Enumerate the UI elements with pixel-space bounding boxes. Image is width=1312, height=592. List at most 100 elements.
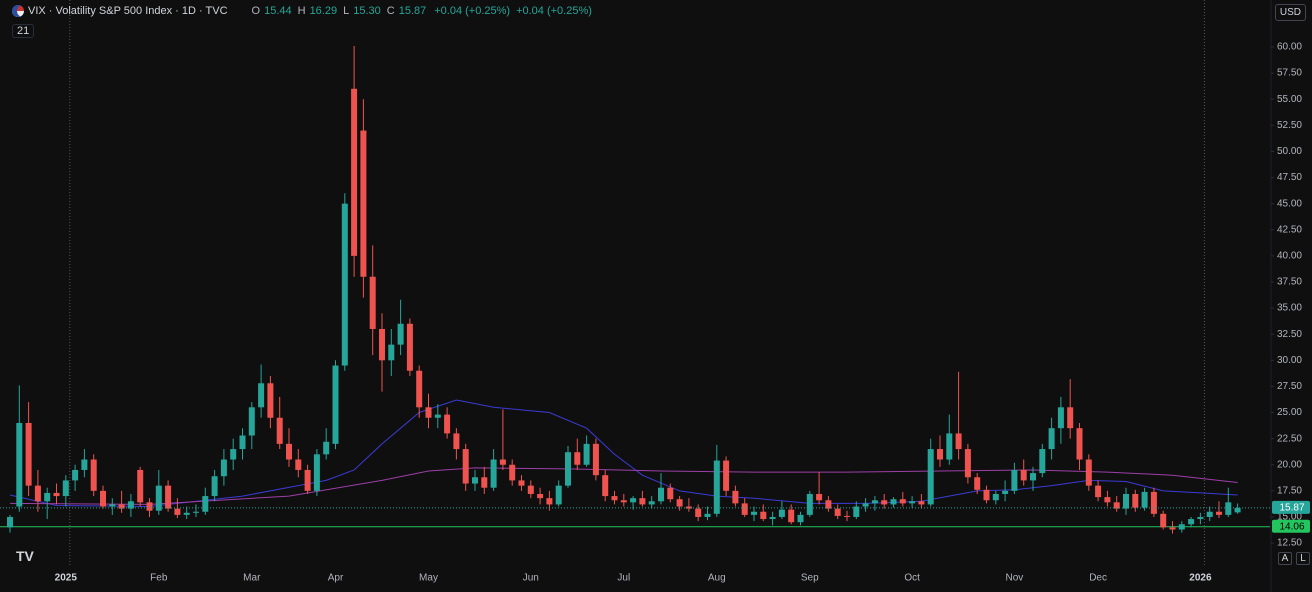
- y-tick-label: 22.50: [1277, 433, 1302, 444]
- y-tick-label: 25.00: [1277, 407, 1302, 418]
- candle-body: [462, 449, 469, 484]
- candle-body: [72, 469, 79, 481]
- candle-body: [62, 480, 69, 497]
- candle-body: [1160, 513, 1167, 528]
- moving-average-line: [9, 399, 1238, 508]
- candle-body: [44, 492, 51, 502]
- candle-body: [1085, 459, 1092, 486]
- candle-body: [555, 485, 562, 505]
- close-value: 15.87: [398, 5, 427, 17]
- candle-body: [881, 500, 888, 505]
- candle-body: [583, 443, 590, 465]
- candle-body: [565, 452, 571, 486]
- candle-body: [1020, 469, 1027, 481]
- candle-body: [90, 459, 97, 491]
- candle-body: [313, 454, 320, 491]
- candle-body: [379, 328, 385, 361]
- candle-body: [220, 459, 227, 477]
- candle-body: [909, 501, 916, 504]
- candle-body: [481, 477, 488, 488]
- candle-body: [1039, 449, 1046, 474]
- y-tick-label: 45.00: [1277, 198, 1302, 209]
- candle-body: [955, 433, 962, 450]
- candle-body: [304, 469, 311, 491]
- candle-body: [155, 485, 162, 511]
- candle-body: [1150, 491, 1157, 514]
- last-price-box: [1272, 500, 1310, 514]
- candle-body: [127, 501, 134, 509]
- candle-body: [732, 490, 739, 504]
- candle-body: [602, 475, 609, 497]
- y-tick-label: 37.50: [1277, 277, 1302, 288]
- y-tick-label: 50.00: [1277, 146, 1302, 157]
- candle-body: [1141, 491, 1148, 508]
- candle-body: [834, 508, 841, 516]
- candle-body: [862, 503, 869, 507]
- candle-body: [146, 502, 153, 511]
- candle-body: [676, 499, 683, 507]
- candle-body: [100, 490, 106, 507]
- logo: TV: [16, 548, 34, 564]
- candle-body: [741, 503, 748, 515]
- indicators-toggle[interactable]: 21: [12, 24, 35, 38]
- auto-scale-button[interactable]: A: [1278, 552, 1292, 565]
- candle-body: [1178, 524, 1185, 530]
- candle-body: [239, 435, 246, 450]
- high-value: 16.29: [309, 5, 338, 17]
- candle-body: [1188, 519, 1195, 525]
- candle-body: [25, 422, 32, 486]
- candle-body: [509, 464, 516, 481]
- candle-body: [490, 459, 497, 488]
- candle-body: [844, 515, 850, 517]
- candle-body: [983, 489, 990, 501]
- candle-body: [323, 441, 330, 455]
- candle-body: [704, 513, 711, 517]
- symbol[interactable]: VIX · Volatility S&P 500 Index · 1D · TV…: [28, 5, 228, 17]
- candle-body: [760, 511, 767, 520]
- candle-body: [388, 344, 395, 361]
- candle-body: [620, 500, 627, 503]
- y-tick-label: 60.00: [1277, 42, 1302, 53]
- candle-body: [434, 414, 441, 418]
- currency-button[interactable]: USD: [1274, 4, 1306, 21]
- candle-body: [890, 499, 897, 505]
- candle-body: [81, 459, 88, 470]
- candle-body: [1234, 507, 1241, 513]
- candle-body: [797, 514, 804, 523]
- x-tick-label: Sep: [801, 573, 819, 584]
- change: +0.04 (+0.25%): [516, 5, 592, 17]
- moving-average-line: [9, 467, 1238, 505]
- candle-body: [444, 414, 451, 434]
- candle-body: [899, 499, 906, 504]
- candle-body: [685, 506, 692, 509]
- candle-body: [267, 383, 274, 418]
- open-key: O: [251, 5, 261, 17]
- candle-body: [1002, 490, 1009, 494]
- flag-icon: [12, 5, 24, 17]
- open-value: 15.44: [264, 5, 292, 17]
- change: +0.04 (+0.25%): [434, 5, 511, 17]
- candle-body: [667, 487, 674, 500]
- candle-body: [1048, 428, 1055, 450]
- candle-body: [713, 460, 720, 514]
- x-tick-label: Dec: [1089, 573, 1107, 584]
- candle-body: [1076, 428, 1083, 460]
- x-tick-label: Aug: [708, 573, 726, 584]
- legend: VIX · Volatility S&P 500 Index · 1D · TV…: [12, 5, 592, 17]
- candle-body: [425, 407, 432, 418]
- candle-body: [853, 506, 860, 517]
- candle-body: [1216, 511, 1222, 515]
- candle-body: [137, 469, 144, 503]
- x-tick-label: 2025: [55, 573, 78, 584]
- y-tick-label: 20.00: [1277, 459, 1302, 470]
- candle-body: [351, 88, 358, 256]
- candle-body: [769, 516, 776, 520]
- x-tick-label: Nov: [1006, 573, 1024, 584]
- candle-body: [286, 443, 292, 460]
- candle-body: [1030, 473, 1036, 481]
- candle-body: [751, 511, 757, 515]
- log-scale-button[interactable]: L: [1296, 552, 1310, 565]
- x-tick-label: 2026: [1189, 573, 1212, 584]
- x-tick-label: Oct: [904, 573, 920, 584]
